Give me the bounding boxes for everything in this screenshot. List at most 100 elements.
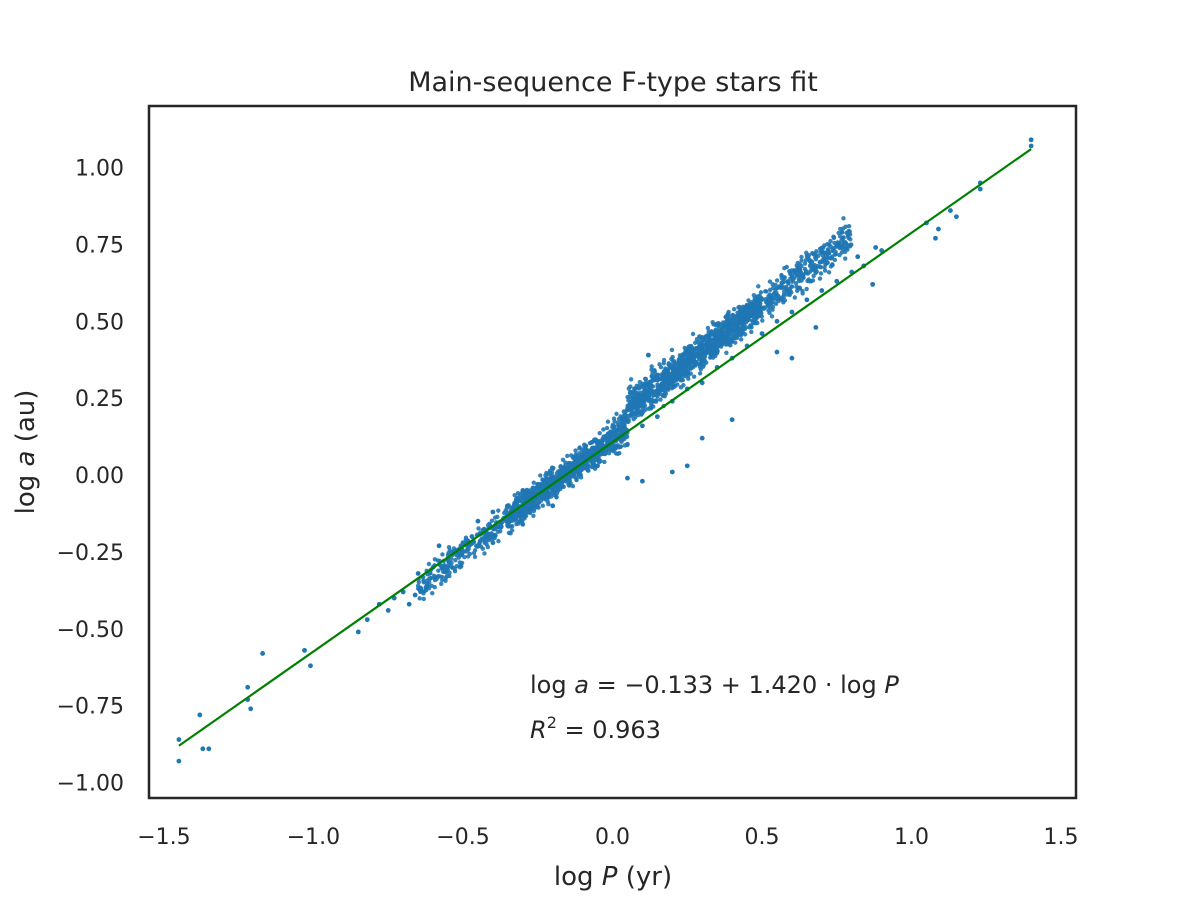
data-point	[730, 336, 735, 341]
data-point	[540, 477, 545, 482]
data-point	[648, 401, 654, 406]
data-point	[545, 481, 551, 486]
data-point	[697, 371, 703, 376]
data-point	[573, 452, 578, 457]
data-point	[521, 494, 526, 499]
data-point	[469, 534, 475, 539]
data-point	[421, 596, 426, 602]
data-point	[628, 413, 634, 419]
data-point	[846, 229, 851, 235]
data-point	[417, 596, 422, 601]
data-point	[714, 321, 719, 327]
data-point	[436, 568, 441, 573]
data-point	[355, 629, 361, 635]
data-point	[496, 538, 501, 544]
data-point	[789, 355, 795, 361]
data-point	[756, 284, 761, 289]
data-point	[822, 268, 828, 273]
data-point	[936, 226, 941, 232]
data-point	[636, 383, 642, 389]
data-point	[715, 348, 720, 354]
data-point	[822, 265, 827, 270]
data-point	[682, 345, 687, 351]
data-point	[495, 529, 501, 534]
data-point	[492, 532, 498, 538]
data-point	[683, 369, 689, 374]
data-point	[531, 480, 536, 485]
data-point	[825, 249, 830, 255]
data-point	[537, 487, 543, 492]
data-point	[794, 288, 800, 294]
data-point	[807, 263, 813, 269]
data-point	[719, 341, 724, 346]
data-point	[870, 281, 876, 287]
data-point	[602, 438, 607, 443]
data-point	[577, 459, 582, 465]
data-point	[714, 328, 720, 333]
data-point	[443, 575, 448, 581]
data-point	[471, 550, 477, 556]
data-point	[789, 290, 794, 295]
data-point	[840, 230, 845, 235]
data-point	[669, 385, 675, 391]
data-point	[632, 386, 637, 391]
data-point	[661, 369, 667, 374]
data-point	[635, 400, 641, 405]
data-point	[799, 278, 804, 283]
data-point	[539, 494, 544, 499]
data-point	[520, 521, 526, 527]
data-point	[616, 416, 622, 422]
data-point	[424, 583, 430, 589]
data-point	[800, 288, 805, 294]
data-point	[588, 450, 593, 455]
data-point	[767, 279, 773, 284]
data-point	[496, 508, 501, 513]
data-point	[737, 330, 742, 336]
data-point	[749, 329, 754, 335]
data-point	[792, 295, 798, 300]
data-point	[439, 565, 444, 571]
data-point	[691, 374, 697, 379]
data-point	[652, 399, 657, 404]
data-point	[619, 438, 624, 443]
data-point	[733, 340, 738, 345]
data-point	[726, 309, 731, 315]
data-point	[514, 521, 519, 527]
data-point	[523, 491, 529, 496]
data-point	[645, 352, 651, 358]
data-point	[804, 297, 810, 303]
data-point	[643, 382, 649, 387]
data-point	[630, 403, 635, 408]
data-point	[308, 663, 313, 669]
y-tick-label: −0.50	[57, 618, 124, 643]
data-point	[676, 357, 682, 363]
data-point	[751, 308, 757, 314]
data-point	[724, 324, 729, 329]
data-point	[711, 337, 717, 342]
data-point	[712, 332, 717, 337]
data-point	[534, 504, 540, 510]
data-point	[817, 276, 823, 281]
y-axis-label-var: a	[11, 451, 41, 467]
data-point	[680, 373, 686, 379]
data-point	[685, 356, 690, 362]
data-point	[302, 647, 307, 653]
x-tick-label: −1.5	[137, 825, 190, 850]
data-point	[744, 302, 749, 308]
data-point	[636, 412, 641, 418]
data-point	[735, 313, 740, 318]
data-point	[846, 223, 852, 229]
data-point	[485, 523, 491, 528]
data-point	[775, 293, 781, 298]
data-point	[483, 531, 488, 537]
data-point	[521, 498, 526, 503]
data-point	[482, 551, 487, 556]
data-point	[822, 257, 827, 263]
data-point	[439, 577, 445, 583]
data-point	[628, 377, 634, 382]
y-axis-label-prefix: log	[11, 467, 41, 515]
data-point	[610, 424, 615, 430]
data-point	[418, 588, 423, 594]
data-point	[661, 361, 666, 366]
data-point	[678, 385, 684, 390]
